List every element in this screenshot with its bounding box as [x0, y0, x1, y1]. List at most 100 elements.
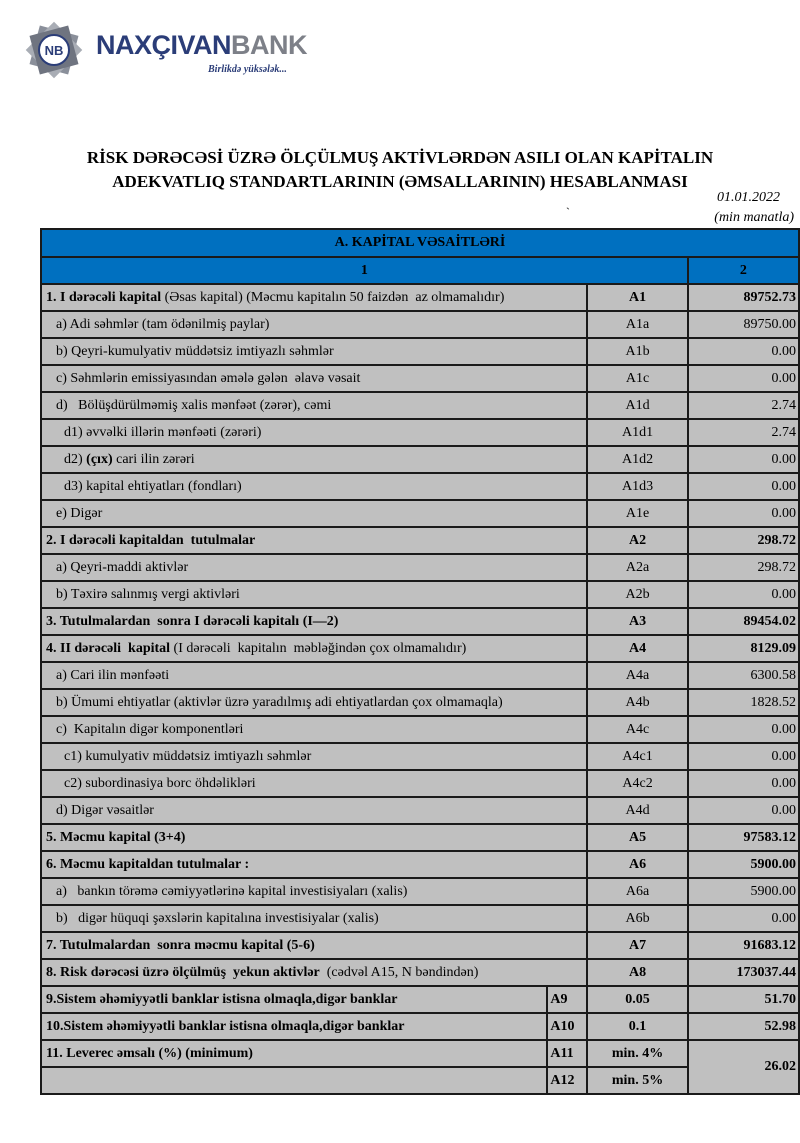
- row-value: 173037.44: [686, 958, 800, 987]
- ratio-norm: min. 4%: [586, 1039, 689, 1068]
- ratio-value: 52.98: [686, 1012, 800, 1041]
- row-label: b) digər hüquqi şəxslərin kapitalına inv…: [39, 904, 589, 933]
- row-value: 298.72: [686, 526, 800, 555]
- row-value: 5900.00: [686, 877, 800, 906]
- table-row: c2) subordinasiya borc öhdəlikləri A4c2 0.…: [39, 769, 800, 798]
- row-code: A4c1: [586, 742, 689, 771]
- row-label: e) Digər: [39, 499, 589, 528]
- table-row: a) Cari ilin mənfəəti A4a 6300.58: [39, 661, 800, 690]
- row-label: 4. II dərəcəli kapital (I dərəcəli kapit…: [39, 634, 589, 663]
- row-value: 91683.12: [686, 931, 800, 960]
- logo-wordmark: NAXÇIVANBANK: [96, 30, 308, 60]
- stray-mark: `: [566, 205, 570, 219]
- ratio-label: [39, 1066, 549, 1095]
- row-label: a) bankın törəmə cəmiyyətlərinə kapital …: [39, 877, 589, 906]
- row-code: A8: [586, 958, 689, 987]
- table-row: b) Təxirə salınmış vergi aktivləri A2b 0.0…: [39, 580, 800, 609]
- table-row: d1) əvvəlki illərin mənfəəti (zərəri) A1d…: [39, 418, 800, 447]
- ratio-code: A9: [546, 985, 589, 1014]
- bank-logo: NB NAXÇIVANBANK Birlikdə yüksələk...: [18, 14, 308, 84]
- row-value: 0.00: [686, 742, 800, 771]
- report-date: 01.01.2022: [717, 190, 780, 205]
- table-row: d) Bölüşdürülməmiş xalis mənfəət (zərər)…: [39, 391, 800, 420]
- row-code: A1d1: [586, 418, 689, 447]
- row-label: c1) kumulyativ müddətsiz imtiyazlı səhml…: [39, 742, 589, 771]
- row-code: A1d2: [586, 445, 689, 474]
- row-value: 2.74: [686, 418, 800, 447]
- row-value: 0.00: [686, 715, 800, 744]
- row-label: d3) kapital ehtiyatları (fondları): [39, 472, 589, 501]
- row-code: A7: [586, 931, 689, 960]
- row-code: A2b: [586, 580, 689, 609]
- row-value: 89750.00: [686, 310, 800, 339]
- row-label: c) Kapitalın digər komponentləri: [39, 715, 589, 744]
- table-row: b) Qeyri-kumulyativ müddətsiz imtiyazlı …: [39, 337, 800, 366]
- row-code: A1c: [586, 364, 689, 393]
- table-row: c1) kumulyativ müddətsiz imtiyazlı səhml…: [39, 742, 800, 771]
- table-row: e) Digər A1e 0.00: [39, 499, 800, 528]
- ratio-label: 11. Leverec əmsalı (%) (minimum): [39, 1039, 549, 1068]
- row-label: c2) subordinasiya borc öhdəlikləri: [39, 769, 589, 798]
- table-row: 1. I dərəcəli kapital (Əsas kapital) (Mə…: [39, 283, 800, 312]
- row-code: A6a: [586, 877, 689, 906]
- row-value: 5900.00: [686, 850, 800, 879]
- ratio-code: A11: [546, 1039, 589, 1068]
- row-value: 0.00: [686, 769, 800, 798]
- ratio-row: 10.Sistem əhəmiyyətli banklar istisna ol…: [39, 1012, 800, 1041]
- row-value: 89752.73: [686, 283, 800, 312]
- ratio-label: 10.Sistem əhəmiyyətli banklar istisna ol…: [39, 1012, 549, 1041]
- table-row: d3) kapital ehtiyatları (fondları) A1d3 0.…: [39, 472, 800, 501]
- row-value: 0.00: [686, 580, 800, 609]
- table-row: 6. Məcmu kapitaldan tutulmalar : A6 5900.0…: [39, 850, 800, 879]
- row-code: A5: [586, 823, 689, 852]
- row-label: a) Cari ilin mənfəəti: [39, 661, 589, 690]
- row-label: 1. I dərəcəli kapital (Əsas kapital) (Mə…: [39, 283, 589, 312]
- table-row: a) bankın törəmə cəmiyyətlərinə kapital …: [39, 877, 800, 906]
- row-label: d) Bölüşdürülməmiş xalis mənfəət (zərər)…: [39, 391, 589, 420]
- row-code: A1b: [586, 337, 689, 366]
- row-value: 6300.58: [686, 661, 800, 690]
- ratio-value: 26.02: [686, 1039, 800, 1095]
- table-row: c) Kapitalın digər komponentləri A4c 0.00: [39, 715, 800, 744]
- row-value: 97583.12: [686, 823, 800, 852]
- row-code: A2: [586, 526, 689, 555]
- ratio-code: A10: [546, 1012, 589, 1041]
- row-value: 0.00: [686, 337, 800, 366]
- row-code: A1d3: [586, 472, 689, 501]
- row-value: 0.00: [686, 445, 800, 474]
- row-code: A1d: [586, 391, 689, 420]
- table-row: a) Qeyri-maddi aktivlər A2a 298.72: [39, 553, 800, 582]
- row-label: 3. Tutulmalardan sonra I dərəcəli kapita…: [39, 607, 589, 636]
- logo-emblem-icon: NB: [25, 21, 83, 79]
- row-label: 5. Məcmu kapital (3+4): [39, 823, 589, 852]
- row-label: d1) əvvəlki illərin mənfəəti (zərəri): [39, 418, 589, 447]
- row-label: d) Digər vəsaitlər: [39, 796, 589, 825]
- row-label: b) Ümumi ehtiyatlar (aktivlər üzrə yarad…: [39, 688, 589, 717]
- row-value: 0.00: [686, 364, 800, 393]
- ratio-norm: 0.05: [586, 985, 689, 1014]
- table-row: b) Ümumi ehtiyatlar (aktivlər üzrə yarad…: [39, 688, 800, 717]
- table-row: c) Səhmlərin emissiyasından əmələ gələn …: [39, 364, 800, 393]
- row-value: 0.00: [686, 796, 800, 825]
- row-label: b) Qeyri-kumulyativ müddətsiz imtiyazlı …: [39, 337, 589, 366]
- ratio-label: 9.Sistem əhəmiyyətli banklar istisna olm…: [39, 985, 549, 1014]
- row-code: A6b: [586, 904, 689, 933]
- page-title: RİSK DƏRƏCƏSİ ÜZRƏ ÖLÇÜLMUŞ AKTİVLƏRDƏN …: [86, 148, 714, 191]
- table-row: 3. Tutulmalardan sonra I dərəcəli kapita…: [39, 607, 800, 636]
- row-label: c) Səhmlərin emissiyasından əmələ gələn …: [39, 364, 589, 393]
- row-code: A2a: [586, 553, 689, 582]
- table-row: a) Adi səhmlər (tam ödənilmiş paylar) A1a…: [39, 310, 800, 339]
- ratio-row: 9.Sistem əhəmiyyətli banklar istisna olm…: [39, 985, 800, 1014]
- row-label: a) Qeyri-maddi aktivlər: [39, 553, 589, 582]
- row-label: 6. Məcmu kapitaldan tutulmalar :: [39, 850, 589, 879]
- row-label: a) Adi səhmlər (tam ödənilmiş paylar): [39, 310, 589, 339]
- row-code: A4c: [586, 715, 689, 744]
- ratio-row: A12 min. 5%: [39, 1066, 799, 1095]
- row-code: A4b: [586, 688, 689, 717]
- row-value: 1828.52: [686, 688, 800, 717]
- unit-label: (min manatla): [714, 210, 794, 225]
- table-row: 5. Məcmu kapital (3+4) A5 97583.12: [39, 823, 800, 852]
- row-value: 89454.02: [686, 607, 800, 636]
- row-code: A6: [586, 850, 689, 879]
- table-row: 8. Risk dərəcəsi üzrə ölçülmüş yekun akt…: [39, 958, 800, 987]
